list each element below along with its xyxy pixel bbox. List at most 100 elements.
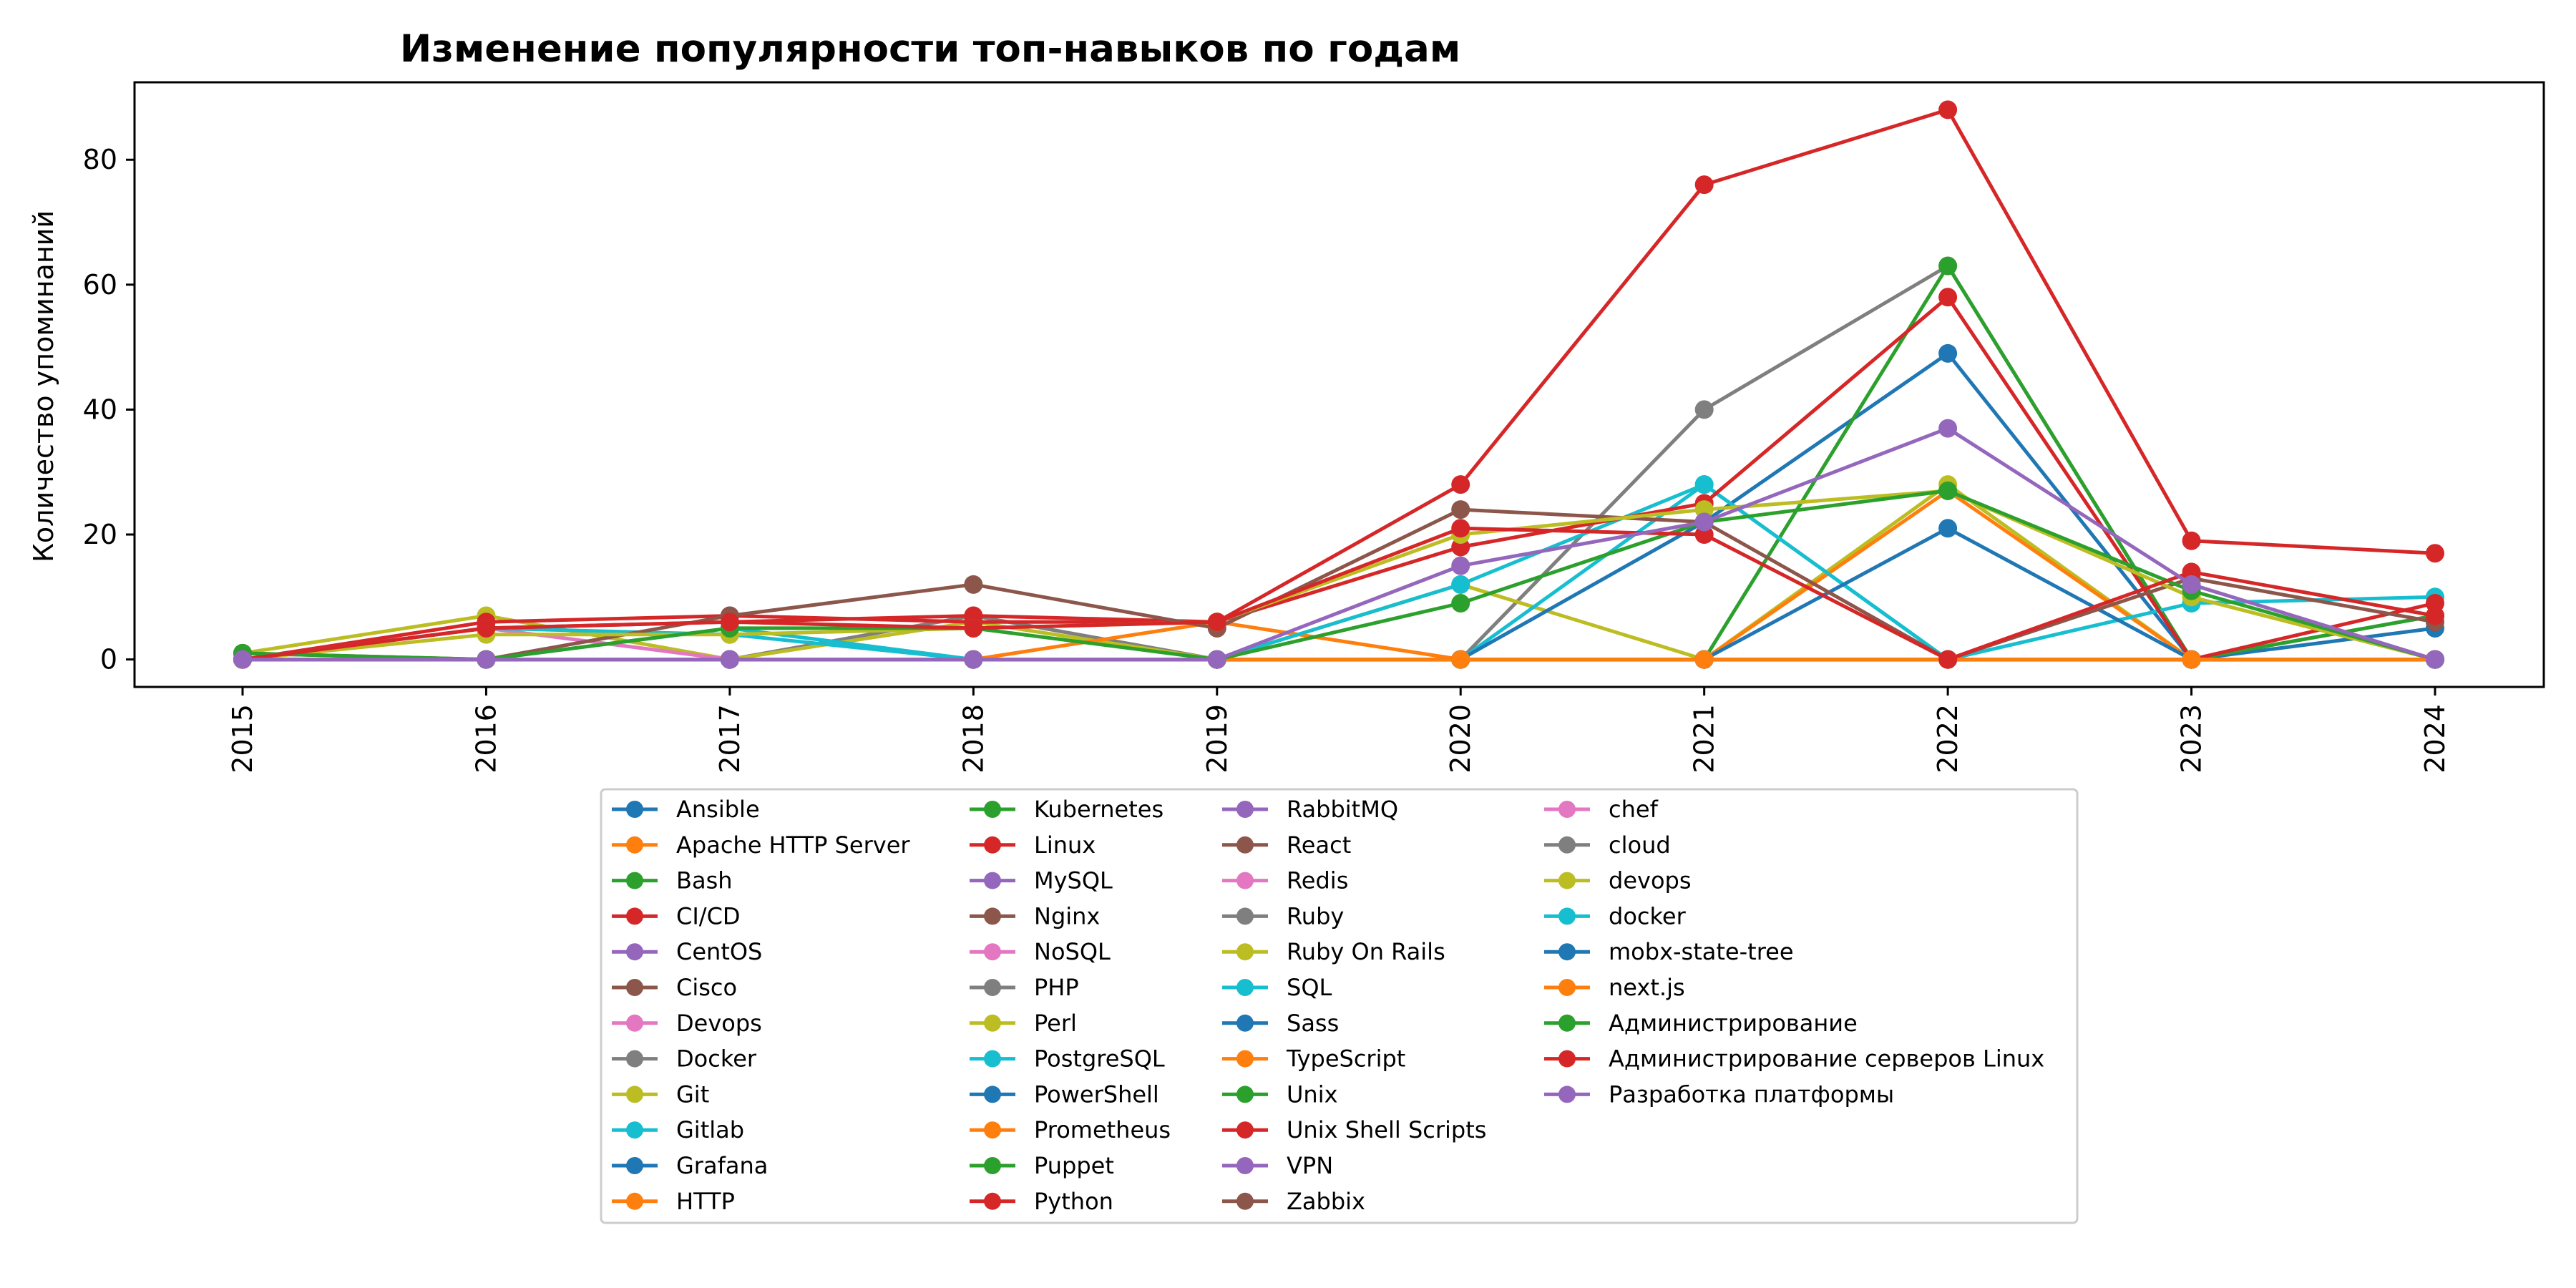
legend-swatch-marker-7 [626,1050,643,1068]
legend-item-4: CentOS [612,938,762,965]
legend-label-14: MySQL [1034,867,1113,894]
legend-swatch-marker-26 [1236,872,1254,889]
data-point-44-8 [2182,575,2201,594]
legend-label-25: React [1287,831,1351,859]
data-point-44-9 [2426,650,2444,669]
legend-item-3: CI/CD [612,902,741,930]
legend-swatch-marker-18 [984,1014,1001,1032]
series-line-43 [240,526,2437,662]
data-point-20-7 [1938,519,1958,538]
legend-item-17: PHP [970,974,1079,1001]
axes: 0 20 40 60 80 2015 2016 2017 2018 2019 2020 2021 202… [83,81,2545,774]
legend-item-44: Разработка платформы [1544,1080,1894,1108]
legend-label-11: HTTP [676,1188,735,1215]
legend-swatch-marker-32 [1236,1085,1254,1103]
legend-item-12: Kubernetes [970,796,1163,823]
data-point-12-7 [1938,256,1958,275]
legend-swatch-marker-38 [1558,872,1576,889]
legend-swatch-marker-27 [1236,907,1254,925]
x-tick-label-3: 2018 [957,704,989,774]
legend-label-5: Cisco [676,974,737,1001]
legend-label-2: Bash [676,867,733,894]
legend-swatch-marker-19 [984,1050,1001,1068]
x-tick-label-0: 2015 [227,704,258,774]
data-point-44-2 [720,650,739,669]
legend-item-2: Bash [612,867,733,894]
series-line-13 [240,107,2437,662]
legend-item-8: Git [612,1080,709,1108]
legend-label-0: Ansible [676,796,760,823]
legend-label-4: CentOS [676,938,762,965]
legend-label-24: RabbitMQ [1287,796,1398,823]
data-point-43-2 [720,613,739,632]
x-tick-label-2: 2017 [714,704,746,774]
legend-label-3: CI/CD [676,902,741,930]
legend-swatch-marker-12 [984,801,1001,818]
data-point-43-5 [1451,519,1470,538]
legend-item-10: Grafana [612,1152,768,1179]
legend: Ansible Apache HTTP Server Bash CI/CD CentOS… [600,788,2079,1224]
legend-item-0: Ansible [612,796,760,823]
data-point-35-5 [1451,500,1470,519]
x-tick-label-8: 2023 [2176,704,2207,774]
data-point-13-5 [1451,475,1470,494]
legend-item-11: HTTP [612,1188,735,1215]
y-tick-label-3: 60 [83,269,117,301]
legend-swatch-marker-42 [1558,1014,1576,1032]
data-point-23-7 [1938,288,1958,307]
legend-swatch-marker-33 [1236,1121,1254,1139]
legend-label-43: Администрирование серверов Linux [1609,1045,2044,1073]
series-line-19 [240,482,2437,662]
y-tick-label-1: 20 [83,519,117,550]
legend-item-35: Zabbix [1222,1188,1365,1215]
legend-item-21: Prometheus [970,1116,1171,1143]
legend-swatch-marker-16 [984,943,1001,961]
legend-label-16: NoSQL [1034,938,1111,965]
data-point-13-6 [1694,175,1714,195]
legend-item-16: NoSQL [970,938,1111,965]
legend-swatch-marker-8 [626,1085,643,1103]
legend-item-34: VPN [1222,1152,1333,1179]
legend-label-42: Администрирование [1609,1010,1858,1037]
legend-swatch-marker-23 [984,1192,1001,1210]
legend-item-9: Gitlab [612,1116,744,1143]
legend-swatch-marker-30 [1236,1014,1254,1032]
legend-label-36: chef [1609,796,1659,823]
legend-label-1: Apache HTTP Server [676,831,910,859]
legend-item-43: Администрирование серверов Linux [1544,1045,2044,1073]
y-tick-label-0: 0 [100,644,117,675]
legend-swatch-marker-15 [984,907,1001,925]
legend-swatch-marker-40 [1558,943,1576,961]
y-tick-label-4: 80 [83,144,117,175]
legend-item-42: Администрирование [1544,1010,1858,1037]
legend-label-35: Zabbix [1287,1188,1365,1215]
legend-swatch-marker-37 [1558,836,1576,854]
data-point-10-7 [1938,343,1958,363]
data-point-44-3 [964,650,983,669]
legend-swatch-marker-28 [1236,943,1254,961]
legend-label-15: Nginx [1034,902,1100,930]
legend-swatch-marker-21 [984,1121,1001,1139]
data-point-42-5 [1451,594,1470,613]
legend-swatch-marker-44 [1558,1085,1576,1103]
legend-box [600,788,2079,1224]
legend-item-5: Cisco [612,974,737,1001]
legend-label-38: devops [1609,867,1692,894]
data-point-44-1 [477,650,496,669]
legend-swatch-marker-9 [626,1121,643,1139]
data-point-43-3 [964,618,983,638]
legend-item-27: Ruby [1222,902,1344,930]
legend-swatch-marker-14 [984,872,1001,889]
legend-label-34: VPN [1287,1152,1333,1179]
legend-swatch-marker-35 [1236,1192,1254,1210]
legend-label-30: Sass [1287,1010,1339,1037]
legend-label-44: Разработка платформы [1609,1080,1894,1108]
legend-swatch-marker-6 [626,1014,643,1032]
legend-swatch-marker-31 [1236,1050,1254,1068]
x-tick-label-9: 2024 [2419,704,2451,774]
data-point-43-9 [2426,606,2444,625]
data-point-43-7 [1938,650,1958,669]
legend-item-41: next.js [1544,974,1685,1001]
legend-label-13: Linux [1034,831,1096,859]
legend-item-32: Unix [1222,1080,1338,1108]
